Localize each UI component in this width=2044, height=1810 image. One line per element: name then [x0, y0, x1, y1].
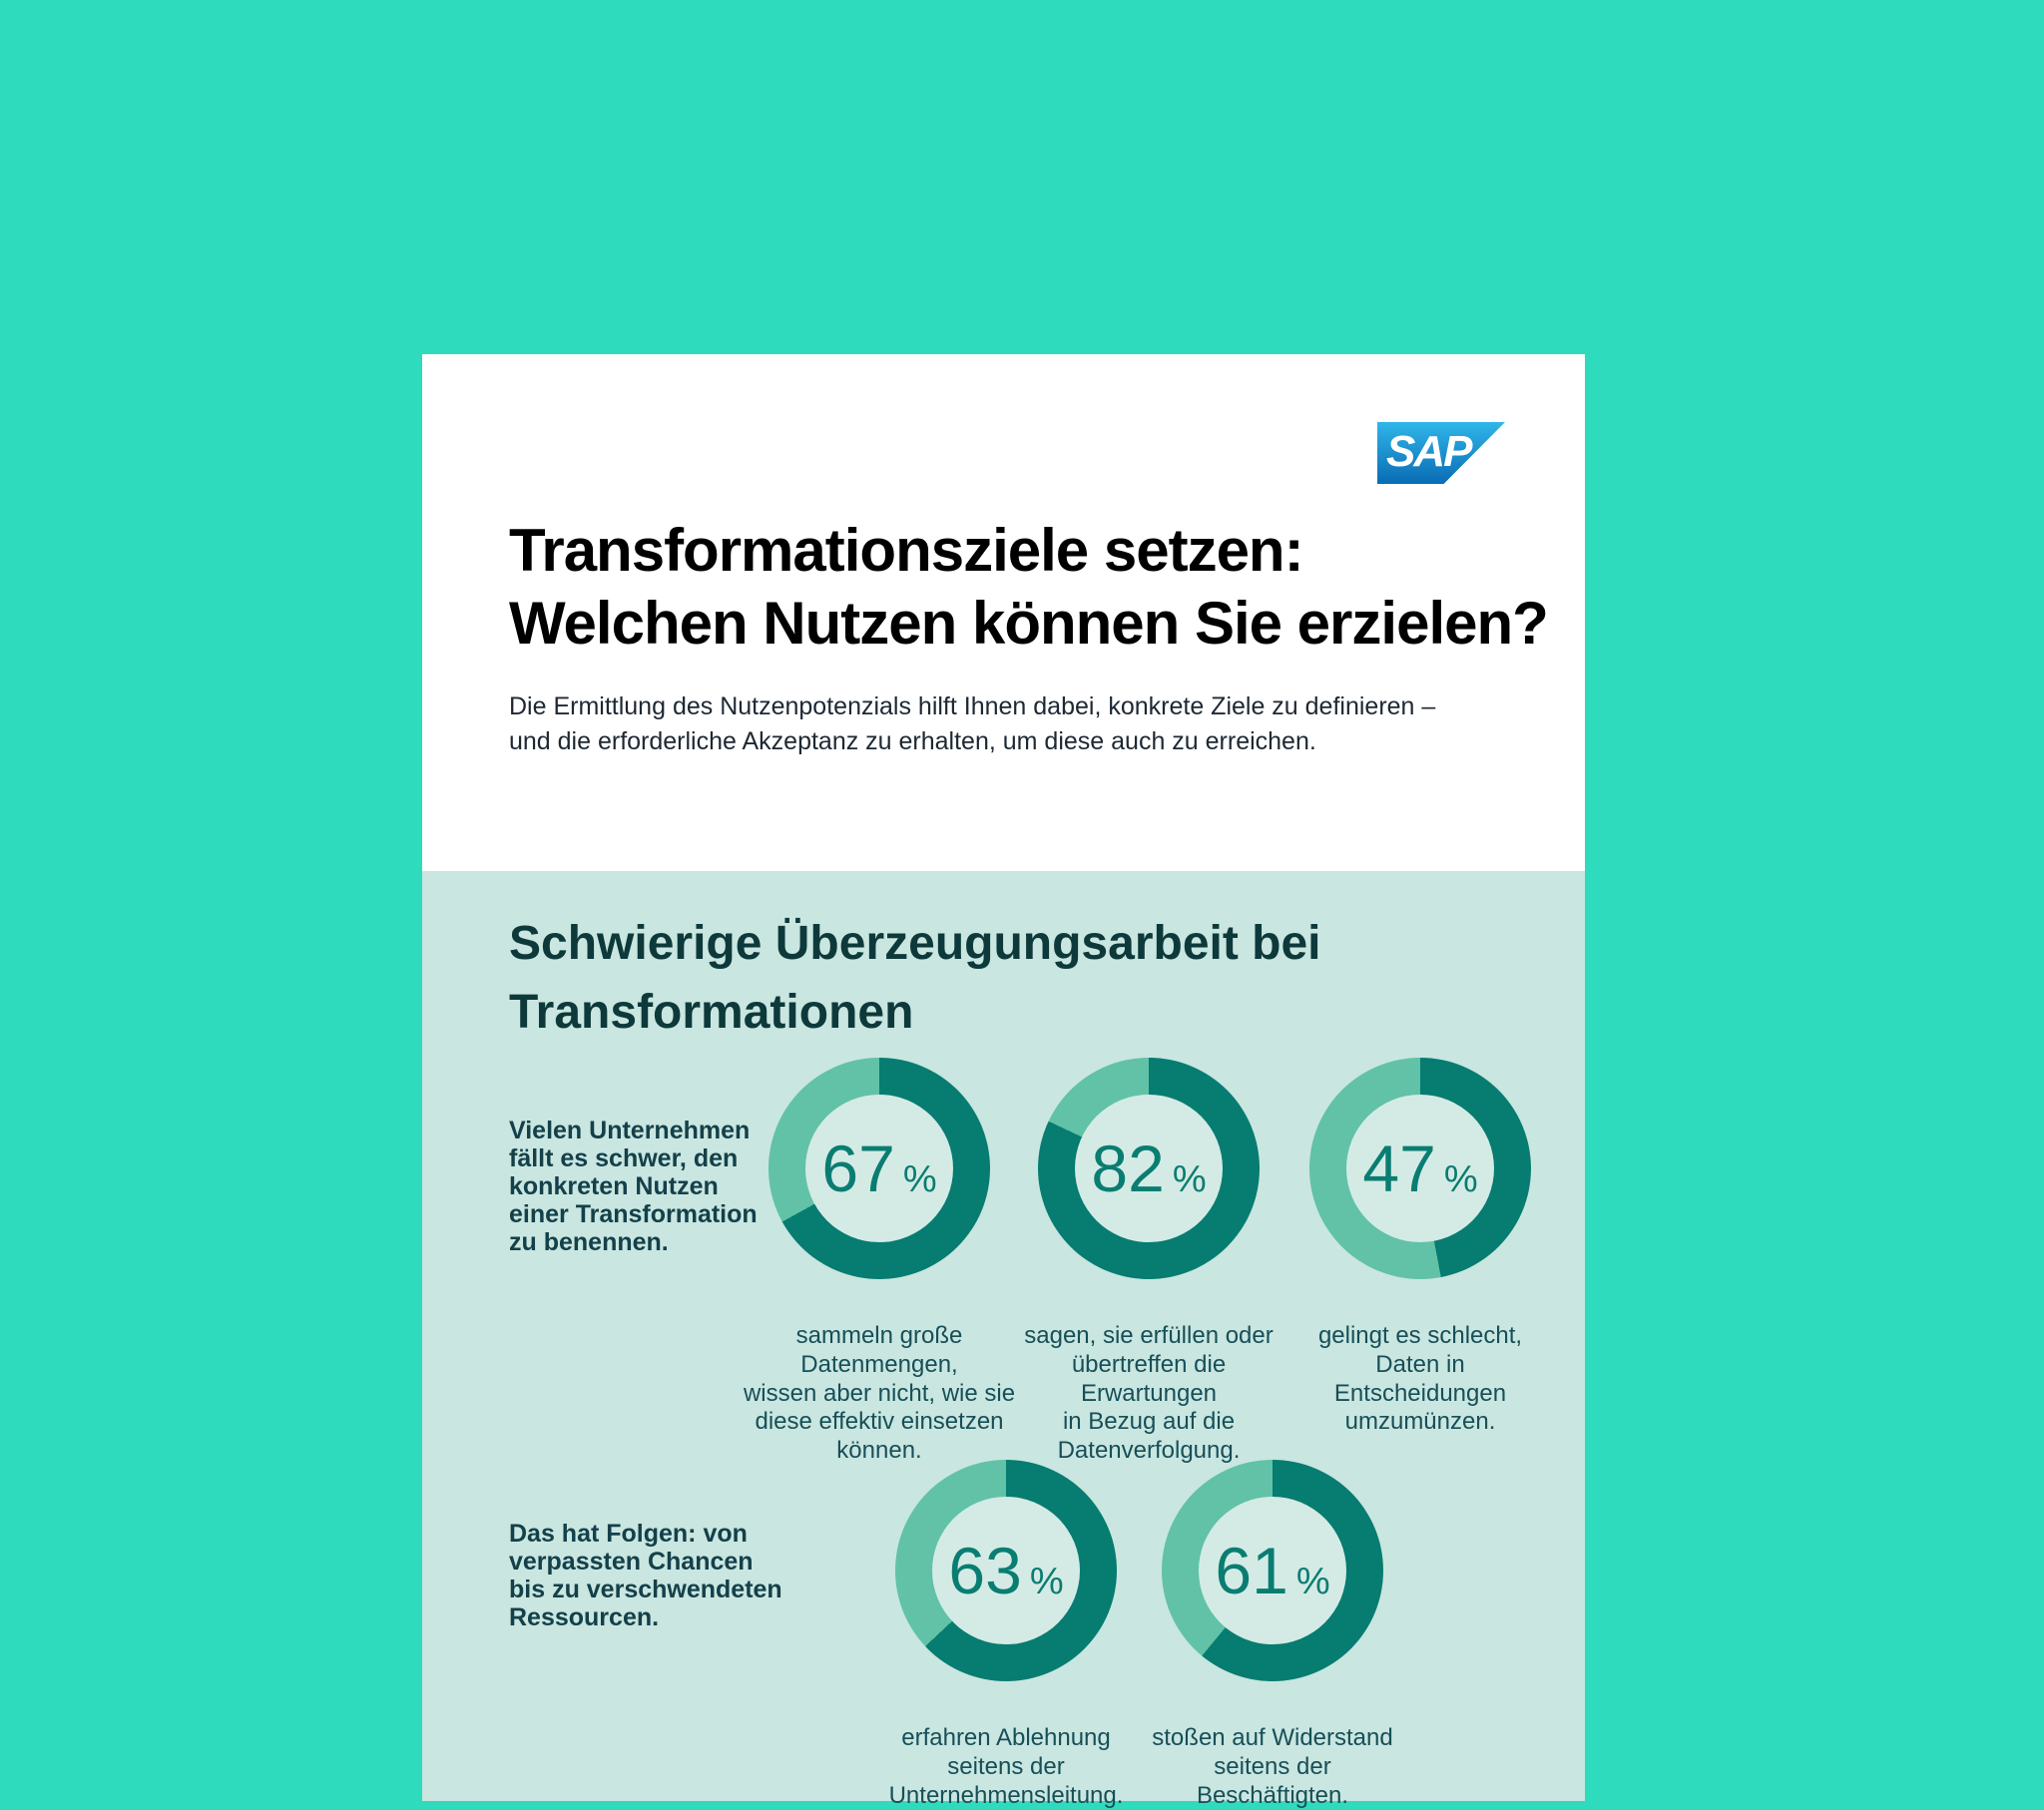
infographic-card: SAP Transformationsziele setzen: Welchen… — [422, 354, 1585, 1809]
donut-value: 63 — [948, 1534, 1022, 1607]
row2-lead-text: Das hat Folgen: von verpassten Chancen b… — [509, 1520, 782, 1631]
donut-value: 67 — [821, 1131, 895, 1205]
donut-chart-63: 63% — [895, 1460, 1117, 1681]
sap-logo-text: SAP — [1386, 427, 1472, 476]
donut-hole: 63% — [932, 1497, 1080, 1644]
percent-sign: % — [1443, 1158, 1478, 1200]
donut-value: 47 — [1362, 1131, 1436, 1205]
page-subtitle: Die Ermittlung des Nutzenpotenzials hilf… — [509, 692, 1436, 755]
donut-value: 82 — [1091, 1131, 1165, 1205]
donut-caption-5: stoßen auf Widerstand seitens der Beschä… — [1152, 1724, 1393, 1809]
donut-hole: 47% — [1346, 1095, 1494, 1242]
donut-caption-1: sammeln große Datenmengen, wissen aber n… — [743, 1322, 1016, 1465]
section-heading: Schwierige Überzeugungsarbeit bei Transf… — [509, 917, 1321, 1040]
donut-caption-4: erfahren Ablehnung seitens der Unternehm… — [888, 1724, 1124, 1809]
donut-hole: 82% — [1075, 1095, 1223, 1242]
donut-value-label: 63% — [948, 1533, 1063, 1608]
donut-hole: 67% — [805, 1095, 953, 1242]
donut-value-label: 61% — [1215, 1533, 1329, 1608]
page-title: Transformationsziele setzen: Welchen Nut… — [509, 517, 1549, 658]
donut-chart-47: 47% — [1309, 1058, 1531, 1279]
percent-sign: % — [1172, 1158, 1207, 1200]
donut-value-label: 67% — [821, 1131, 936, 1206]
donut-caption-2: sagen, sie erfüllen oder übertreffen die… — [1024, 1322, 1274, 1465]
donut-hole: 61% — [1199, 1497, 1346, 1644]
card-body-section: Schwierige Überzeugungsarbeit bei Transf… — [422, 871, 1585, 1809]
percent-sign: % — [902, 1158, 937, 1200]
percent-sign: % — [1295, 1561, 1330, 1602]
sap-logo: SAP — [1377, 422, 1505, 484]
donut-caption-3: gelingt es schlecht, Daten in Entscheidu… — [1317, 1322, 1523, 1436]
donut-chart-67: 67% — [768, 1058, 990, 1279]
donut-value: 61 — [1215, 1534, 1288, 1607]
donut-chart-82: 82% — [1038, 1058, 1260, 1279]
donut-value-label: 47% — [1362, 1131, 1477, 1206]
row1-lead-text: Vielen Unternehmen fällt es schwer, den … — [509, 1117, 758, 1256]
card-header-section: SAP Transformationsziele setzen: Welchen… — [422, 354, 1585, 871]
donut-value-label: 82% — [1091, 1131, 1206, 1206]
donut-chart-61: 61% — [1162, 1460, 1383, 1681]
percent-sign: % — [1029, 1561, 1064, 1602]
